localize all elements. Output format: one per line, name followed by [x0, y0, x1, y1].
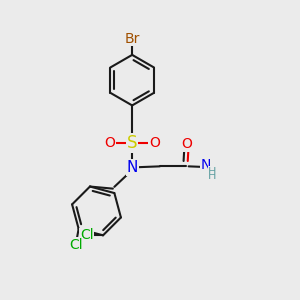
Text: Br: Br: [124, 32, 140, 46]
Text: O: O: [149, 136, 160, 150]
Text: H: H: [208, 172, 217, 182]
Text: H: H: [208, 167, 217, 177]
Text: O: O: [181, 137, 192, 151]
Text: N: N: [201, 158, 211, 172]
Text: N: N: [127, 160, 138, 175]
Text: O: O: [104, 136, 115, 150]
Text: S: S: [127, 134, 137, 152]
Text: Cl: Cl: [69, 238, 82, 252]
Text: Cl: Cl: [80, 228, 94, 242]
